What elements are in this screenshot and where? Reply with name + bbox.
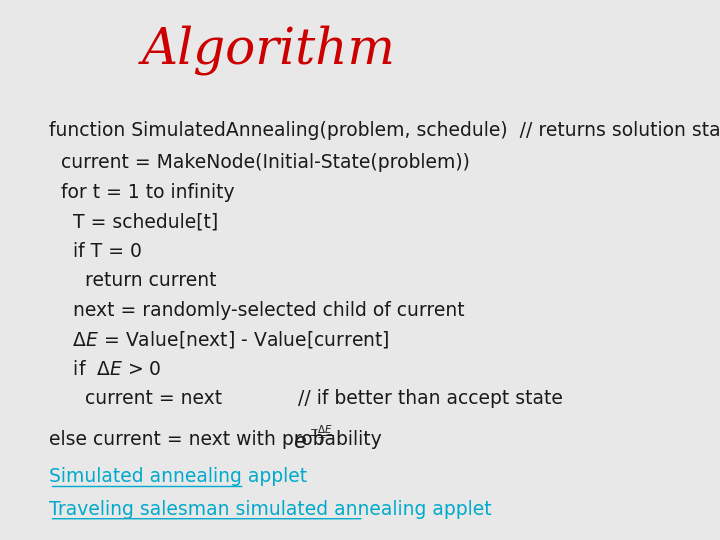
- Text: if T = 0: if T = 0: [50, 242, 143, 261]
- Text: return current: return current: [50, 271, 217, 290]
- Text: function SimulatedAnnealing(problem, schedule)  // returns solution state: function SimulatedAnnealing(problem, sch…: [50, 121, 720, 140]
- Text: current = next: current = next: [50, 389, 222, 408]
- Text: if  $\Delta E$ > 0: if $\Delta E$ > 0: [50, 360, 162, 379]
- Text: Algorithm: Algorithm: [142, 25, 395, 75]
- Text: $\Delta E$ = Value[next] - Value[current]: $\Delta E$ = Value[next] - Value[current…: [50, 329, 390, 350]
- Text: Traveling salesman simulated annealing applet: Traveling salesman simulated annealing a…: [50, 500, 492, 518]
- Text: $e^{\,\frac{-\Delta E}{T}}$: $e^{\,\frac{-\Delta E}{T}}$: [293, 426, 333, 453]
- Text: // if better than accept state: // if better than accept state: [298, 389, 563, 408]
- Text: else current = next with probability: else current = next with probability: [50, 430, 382, 449]
- Text: for t = 1 to infinity: for t = 1 to infinity: [50, 183, 235, 201]
- Text: current = MakeNode(Initial-State(problem)): current = MakeNode(Initial-State(problem…: [50, 153, 470, 172]
- Text: T = schedule[t]: T = schedule[t]: [50, 212, 219, 231]
- Text: Simulated annealing applet: Simulated annealing applet: [50, 467, 307, 487]
- Text: next = randomly-selected child of current: next = randomly-selected child of curren…: [50, 301, 465, 320]
